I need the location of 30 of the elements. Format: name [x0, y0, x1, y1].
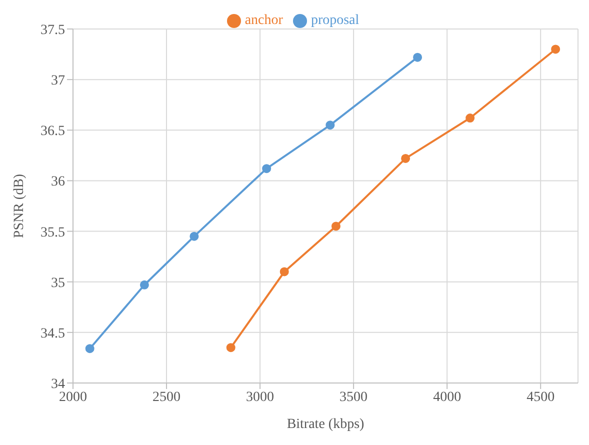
y-tick-label: 37 [51, 74, 65, 89]
point [401, 154, 410, 163]
point [190, 232, 199, 241]
y-tick-label: 35.5 [40, 225, 65, 240]
legend-label: anchor [244, 13, 283, 28]
x-tick-label: 2500 [152, 390, 181, 405]
y-tick-label: 34.5 [40, 326, 65, 342]
point [226, 343, 236, 352]
x-tick-label: 4000 [433, 390, 462, 405]
point [140, 280, 149, 290]
y-tick-label: 34 [51, 376, 65, 392]
y-tick-label: 37.5 [40, 22, 65, 38]
x-tick-label: 3500 [340, 390, 368, 405]
x-tick-label: 2000 [59, 390, 87, 405]
x-tick-label: 4500 [526, 390, 555, 405]
point [551, 44, 560, 54]
y-tick-label: 36.5 [40, 124, 65, 140]
point [331, 222, 340, 231]
y-tick-label: 36 [51, 174, 65, 190]
x-axis-title: Bitrate (kbps) [286, 417, 365, 432]
point [413, 52, 422, 62]
point [262, 164, 272, 174]
legend-label: proposal [310, 13, 360, 28]
point [466, 114, 475, 123]
point [280, 267, 289, 276]
point [85, 344, 94, 354]
y-axis-title: PSNR (dB) [12, 174, 27, 238]
x-tick-label: 3000 [246, 390, 274, 405]
point [326, 120, 335, 130]
y-tick-label: 35 [51, 276, 65, 291]
